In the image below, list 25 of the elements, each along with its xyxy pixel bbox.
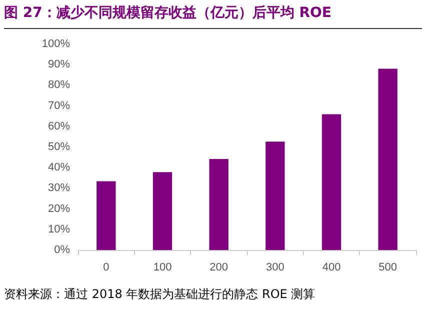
x-tick-label: 400 (322, 262, 341, 274)
y-tick-label: 0% (54, 244, 70, 256)
y-tick-label: 90% (48, 58, 70, 71)
y-tick-label: 30% (48, 182, 70, 194)
bar (152, 172, 172, 250)
bar (209, 158, 228, 250)
y-tick-label: 20% (48, 202, 70, 215)
x-tick-label: 200 (210, 262, 228, 274)
y-tick-label: 10% (48, 223, 70, 236)
x-tick-label: 100 (153, 262, 172, 274)
bar (96, 181, 116, 250)
y-tick-label: 40% (48, 162, 70, 174)
y-tick-label: 50% (48, 141, 70, 153)
x-tick-label: 500 (378, 262, 398, 274)
x-tick-label: 0 (103, 262, 110, 274)
bar (378, 68, 398, 250)
x-tick-label: 300 (266, 262, 284, 274)
y-tick-label: 60% (48, 120, 70, 132)
y-tick-label: 70% (48, 100, 70, 112)
text: 资料来源：通过 2018 年数据为基础进行的静态 ROE 测算 (4, 287, 316, 302)
y-tick-label: 80% (48, 79, 70, 92)
bar (266, 142, 285, 250)
bar (322, 114, 342, 250)
y-tick-label: 100% (42, 38, 70, 50)
chart-title: 图 27：减少不同规模留存收益（亿元）后平均 ROE (4, 4, 422, 29)
